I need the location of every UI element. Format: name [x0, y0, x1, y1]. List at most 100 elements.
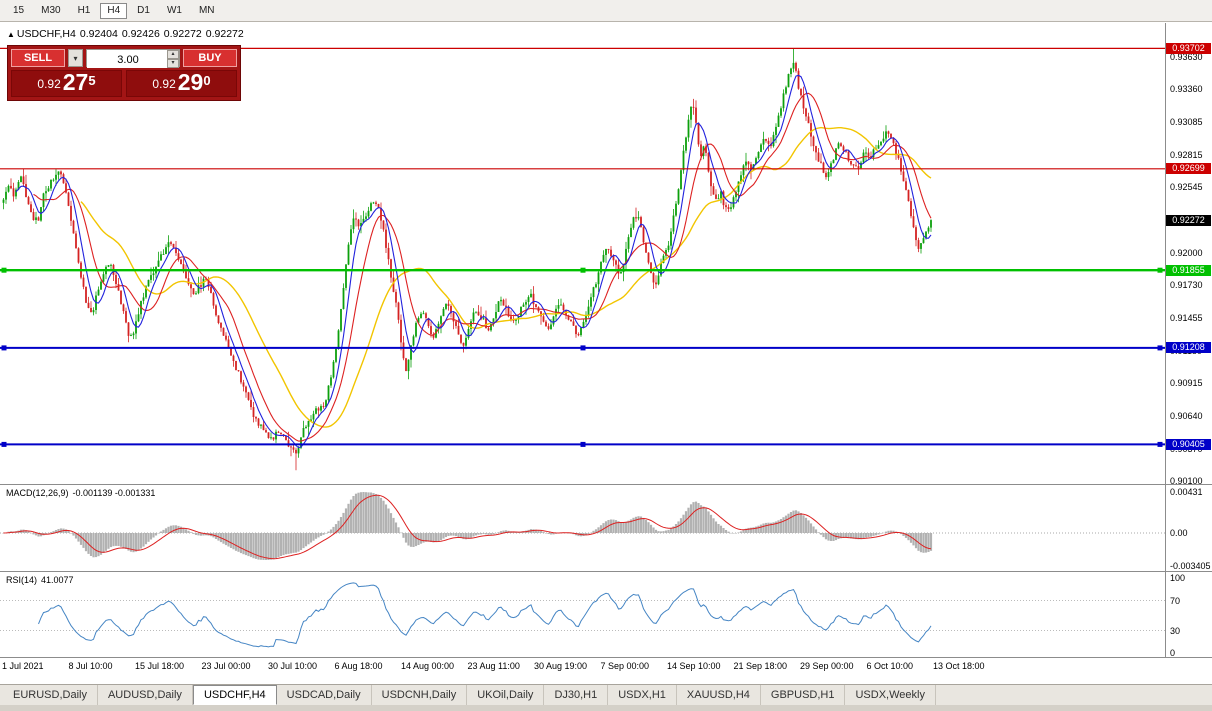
macd-histogram-bar — [427, 533, 430, 542]
candle-body — [5, 191, 7, 200]
candle-body — [367, 210, 370, 217]
macd-histogram-bar — [902, 533, 905, 536]
candle-body — [597, 272, 600, 285]
macd-histogram-bar — [669, 528, 673, 533]
macd-histogram-bar — [327, 531, 330, 533]
tab-EURUSD-Daily[interactable]: EURUSD,Daily — [3, 685, 98, 705]
candle-body — [797, 70, 800, 89]
candle-body — [862, 152, 865, 163]
line-handle[interactable] — [1157, 267, 1163, 273]
candle-body — [417, 318, 420, 323]
macd-histogram-bar — [167, 526, 170, 533]
rsi-value: 41.0077 — [41, 575, 74, 585]
candle-body — [882, 138, 885, 142]
line-handle[interactable] — [1, 441, 7, 447]
macd-histogram-bar — [644, 519, 648, 533]
macd-histogram-bar — [202, 533, 205, 536]
macd-histogram-bar — [654, 529, 658, 533]
timeframe-button-D1[interactable]: D1 — [137, 4, 150, 16]
candle-body — [447, 303, 450, 306]
macd-histogram-bar — [94, 533, 98, 558]
macd-histogram-bar — [692, 502, 695, 533]
candle-body — [790, 68, 792, 74]
macd-histogram-bar — [114, 533, 118, 546]
tab-UKOil-Daily[interactable]: UKOil,Daily — [467, 685, 545, 705]
candle-body — [75, 233, 77, 249]
macd-histogram-bar — [919, 533, 923, 553]
timeframe-button-MN[interactable]: MN — [198, 4, 215, 16]
tab-XAUUSD-H4[interactable]: XAUUSD,H4 — [677, 685, 761, 705]
macd-signal-line — [3, 494, 932, 560]
timeframe-button-H1[interactable]: H1 — [77, 4, 91, 16]
timeframe-button-M30[interactable]: M30 — [41, 4, 61, 16]
macd-histogram-bar — [124, 533, 128, 549]
tab-USDCAD-Daily[interactable]: USDCAD,Daily — [277, 685, 372, 705]
macd-histogram-bar — [574, 533, 578, 536]
tab-USDCNH-Daily[interactable]: USDCNH,Daily — [372, 685, 468, 705]
candle-body — [300, 437, 302, 448]
macd-histogram-bar — [192, 533, 195, 534]
tab-USDCHF-H4[interactable]: USDCHF,H4 — [192, 685, 277, 705]
candle-body — [787, 74, 790, 88]
macd-histogram-bar — [432, 533, 435, 543]
tab-USDX-H1[interactable]: USDX,H1 — [608, 685, 677, 705]
candle-body — [677, 189, 680, 204]
macd-histogram-bar — [149, 533, 153, 540]
candle-body — [132, 333, 135, 336]
macd-histogram-bar — [754, 526, 758, 533]
macd-histogram-bar — [412, 533, 415, 547]
candle-body — [630, 227, 632, 238]
macd-histogram-bar — [709, 514, 713, 533]
candle-body — [700, 144, 702, 156]
candles-layer — [2, 48, 932, 471]
horizontal-levels-layer — [0, 47, 1165, 447]
line-handle[interactable] — [1, 345, 7, 351]
timeframe-button-W1[interactable]: W1 — [166, 4, 182, 16]
candle-body — [595, 284, 597, 288]
timeframe-button-15[interactable]: 15 — [13, 4, 25, 16]
line-handle[interactable] — [580, 267, 586, 273]
sell-button[interactable]: SELL — [11, 49, 65, 67]
candle-body — [87, 302, 90, 308]
macd-histogram-bar — [587, 533, 590, 535]
candle-body — [332, 361, 335, 378]
macd-histogram-bar — [182, 527, 185, 533]
macd-histogram-bar — [424, 533, 428, 542]
buy-button[interactable]: BUY — [183, 49, 237, 67]
candle-body — [285, 435, 287, 441]
line-handle[interactable] — [580, 441, 586, 447]
candle-body — [712, 186, 715, 195]
volume-increase-button[interactable]: ▴ — [167, 50, 179, 59]
volume-decrease-button[interactable]: ▾ — [167, 59, 179, 68]
line-handle[interactable] — [1, 267, 7, 273]
order-options-dropdown[interactable]: ▾ — [68, 49, 83, 67]
tab-USDX-Weekly[interactable]: USDX,Weekly — [845, 685, 936, 705]
macd-histogram-bar — [739, 531, 743, 533]
macd-histogram-bar — [482, 533, 485, 534]
line-handle[interactable] — [580, 345, 586, 351]
line-handle[interactable] — [1157, 441, 1163, 447]
candle-body — [527, 297, 530, 302]
candle-body — [545, 321, 547, 327]
macd-histogram-bar — [487, 533, 490, 535]
tab-DJ30-H1[interactable]: DJ30,H1 — [544, 685, 609, 705]
macd-histogram-bar — [857, 533, 860, 540]
candle-body — [740, 175, 742, 182]
tab-AUDUSD-Daily[interactable]: AUDUSD,Daily — [98, 685, 193, 705]
macd-histogram-bar — [517, 532, 520, 533]
candle-body — [622, 263, 625, 273]
macd-histogram-bar — [542, 531, 545, 533]
tab-GBPUSD-H1[interactable]: GBPUSD,H1 — [761, 685, 846, 705]
macd-histogram-bar — [664, 530, 668, 533]
ask-main-digits: 29 — [177, 69, 204, 95]
timeframe-button-H4[interactable]: H4 — [100, 2, 128, 19]
candle-body — [860, 162, 862, 169]
macd-histogram-bar — [499, 531, 503, 533]
line-handle[interactable] — [1157, 345, 1163, 351]
macd-histogram-bar — [384, 504, 388, 533]
volume-input[interactable] — [87, 52, 179, 68]
candle-body — [645, 242, 647, 253]
candle-body — [337, 330, 340, 349]
candle-body — [355, 218, 357, 220]
